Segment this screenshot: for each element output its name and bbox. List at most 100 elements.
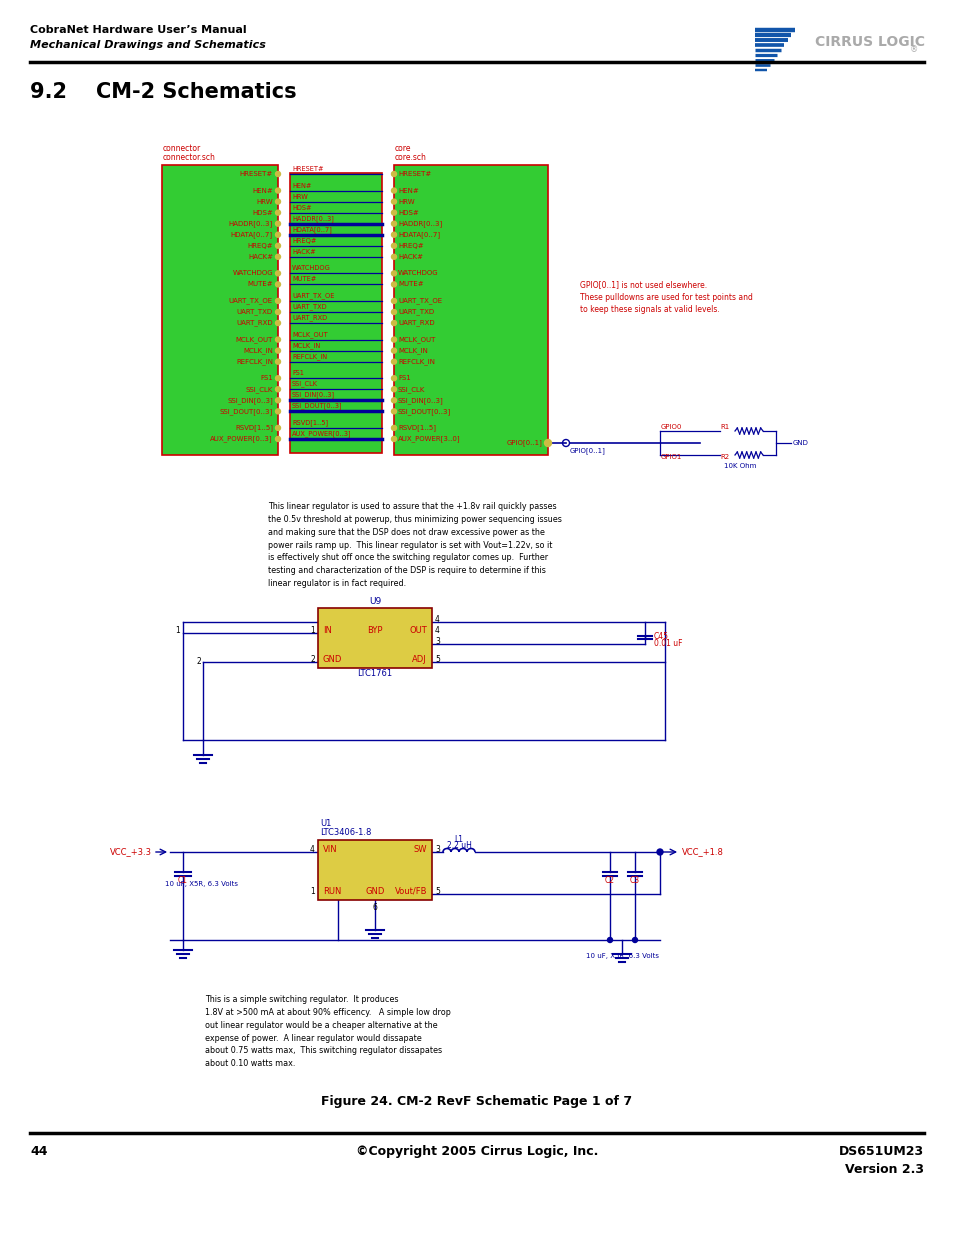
Text: 9.2    CM-2 Schematics: 9.2 CM-2 Schematics (30, 82, 296, 103)
Text: 4: 4 (435, 626, 439, 635)
Text: SSI_DOUT[0..3]: SSI_DOUT[0..3] (292, 403, 342, 409)
Circle shape (607, 937, 612, 942)
Text: R2: R2 (720, 454, 728, 459)
Circle shape (391, 375, 396, 380)
Text: GPIO[0..1] is not used elsewhere.
These pulldowns are used for test points and
t: GPIO[0..1] is not used elsewhere. These … (579, 280, 752, 314)
Circle shape (275, 172, 280, 177)
Text: LTC3406-1.8: LTC3406-1.8 (319, 827, 371, 837)
Circle shape (391, 210, 396, 215)
Circle shape (275, 310, 280, 315)
Text: HADDR[0..3]: HADDR[0..3] (292, 215, 334, 221)
Text: HRW: HRW (397, 199, 415, 205)
Text: FS1: FS1 (260, 375, 273, 382)
Text: 4: 4 (310, 845, 314, 853)
Text: 6: 6 (373, 903, 377, 911)
Bar (394, 165, 547, 454)
Text: UART_TXD: UART_TXD (292, 304, 326, 310)
Text: HACK#: HACK# (248, 254, 273, 259)
Circle shape (391, 254, 396, 259)
Text: SSI_DOUT[0..3]: SSI_DOUT[0..3] (219, 408, 273, 415)
Text: SSI_DIN[0..3]: SSI_DIN[0..3] (397, 396, 443, 404)
Circle shape (391, 232, 396, 237)
Circle shape (391, 425, 396, 431)
Text: UART_TX_OE: UART_TX_OE (229, 298, 273, 304)
Circle shape (275, 425, 280, 431)
Circle shape (275, 321, 280, 326)
Text: REFCLK_IN: REFCLK_IN (292, 353, 327, 359)
Bar (162, 165, 277, 454)
Text: RSVD[1..5]: RSVD[1..5] (234, 425, 273, 431)
Text: C45: C45 (654, 632, 668, 641)
Circle shape (275, 409, 280, 414)
Circle shape (391, 299, 396, 304)
Text: 2.2 uH: 2.2 uH (446, 841, 471, 850)
Circle shape (275, 221, 280, 226)
Text: REFCLK_IN: REFCLK_IN (235, 358, 273, 366)
Text: 5: 5 (435, 655, 439, 664)
Text: 3: 3 (435, 637, 439, 646)
Bar (290, 173, 381, 453)
Text: FS1: FS1 (397, 375, 411, 382)
Text: GND: GND (323, 655, 342, 664)
Text: Mechanical Drawings and Schematics: Mechanical Drawings and Schematics (30, 40, 266, 49)
Text: ADJ: ADJ (412, 655, 427, 664)
Text: LTC1761: LTC1761 (357, 669, 392, 678)
Text: 10K Ohm: 10K Ohm (723, 463, 756, 469)
Text: CobraNet Hardware User’s Manual: CobraNet Hardware User’s Manual (30, 25, 247, 35)
Text: UART_RXD: UART_RXD (397, 320, 435, 326)
Text: HDATA[0..7]: HDATA[0..7] (397, 231, 439, 238)
Text: UART_TX_OE: UART_TX_OE (292, 293, 334, 299)
Text: 5: 5 (435, 887, 439, 897)
Circle shape (275, 210, 280, 215)
Text: DS651UM23
Version 2.3: DS651UM23 Version 2.3 (838, 1145, 923, 1176)
Text: HRW: HRW (292, 194, 308, 200)
Text: MCLK_OUT: MCLK_OUT (292, 331, 328, 337)
Text: WATCHDOG: WATCHDOG (233, 270, 273, 277)
Text: ©Copyright 2005 Cirrus Logic, Inc.: ©Copyright 2005 Cirrus Logic, Inc. (355, 1145, 598, 1158)
Circle shape (275, 299, 280, 304)
Circle shape (275, 348, 280, 353)
Text: UART_TX_OE: UART_TX_OE (397, 298, 441, 304)
Text: connector: connector (163, 144, 201, 153)
Text: RUN: RUN (323, 887, 341, 897)
Text: Vout/FB: Vout/FB (395, 887, 427, 897)
Text: HDATA[0..7]: HDATA[0..7] (231, 231, 273, 238)
Text: MCLK_IN: MCLK_IN (397, 347, 428, 354)
Text: HEN#: HEN# (292, 183, 311, 189)
Circle shape (275, 436, 280, 441)
Text: HADDR[0..3]: HADDR[0..3] (229, 220, 273, 227)
Text: 2: 2 (196, 657, 201, 666)
Text: HDS#: HDS# (292, 205, 312, 211)
Text: FS1: FS1 (292, 370, 304, 377)
Text: GND: GND (792, 440, 808, 446)
Text: WATCHDOG: WATCHDOG (292, 266, 331, 272)
Text: R1: R1 (720, 424, 728, 430)
Circle shape (275, 199, 280, 204)
Text: 44: 44 (30, 1145, 48, 1158)
Text: U1: U1 (319, 819, 331, 827)
Text: 0.01 uF: 0.01 uF (654, 638, 681, 648)
Text: SSI_DOUT[0..3]: SSI_DOUT[0..3] (397, 408, 451, 415)
Text: core.sch: core.sch (395, 153, 426, 162)
Circle shape (391, 270, 396, 275)
Circle shape (275, 232, 280, 237)
Text: GPIO1: GPIO1 (660, 454, 681, 459)
Circle shape (391, 436, 396, 441)
Text: GPIO[0..1]: GPIO[0..1] (507, 440, 542, 446)
Text: MUTE#: MUTE# (292, 277, 315, 283)
Text: C3: C3 (629, 876, 639, 885)
Text: L1: L1 (454, 835, 463, 844)
Text: SSI_DIN[0..3]: SSI_DIN[0..3] (227, 396, 273, 404)
Text: SSI_DIN[0..3]: SSI_DIN[0..3] (292, 391, 335, 399)
Circle shape (391, 188, 396, 193)
Text: 10 uF, X5R, 6.3 Volts: 10 uF, X5R, 6.3 Volts (165, 881, 237, 887)
Circle shape (275, 337, 280, 342)
Circle shape (391, 243, 396, 248)
Circle shape (391, 172, 396, 177)
Text: SSI_CLK: SSI_CLK (292, 380, 317, 388)
Text: HACK#: HACK# (397, 254, 422, 259)
Text: HRESET#: HRESET# (239, 170, 273, 177)
Text: MCLK_IN: MCLK_IN (292, 342, 320, 348)
Text: This is a simple switching regulator.  It produces
1.8V at >500 mA at about 90% : This is a simple switching regulator. It… (205, 995, 451, 1068)
Text: C2: C2 (604, 876, 615, 885)
